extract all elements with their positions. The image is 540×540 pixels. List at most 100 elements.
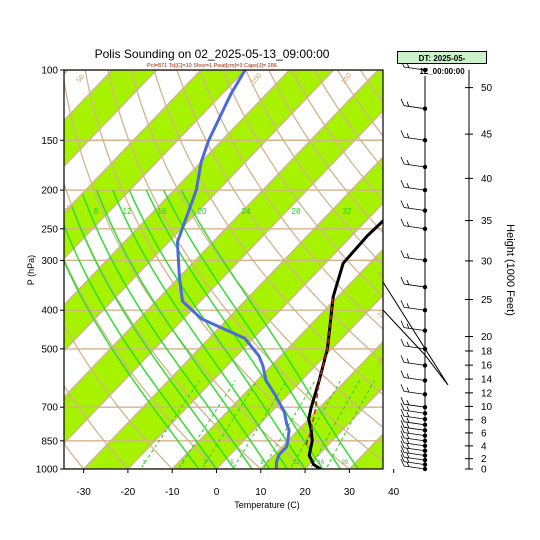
moist-adiabat-label: 16 <box>158 207 167 216</box>
wind-barb-flag <box>400 397 405 405</box>
dry-adiabat <box>153 70 383 396</box>
barb-dot <box>422 106 428 111</box>
height-tick-label: 30 <box>481 256 493 267</box>
moist-adiabat <box>112 189 289 469</box>
wind-barb-flag <box>400 458 405 467</box>
dry-adiabat-label: 30 <box>380 112 390 123</box>
wind-barb-flag <box>406 101 410 107</box>
wind-barb-flag <box>400 403 405 411</box>
x-tick-label: 40 <box>388 487 400 498</box>
wind-barb-icon <box>403 186 426 191</box>
wind-barb-flag <box>400 276 405 285</box>
moist-adiabat-label: 32 <box>343 207 352 216</box>
height-tick-label: 12 <box>481 388 493 399</box>
wind-barb-icon <box>403 437 426 442</box>
wind-barb-icon <box>403 432 426 437</box>
mixing-ratio-label: 1 <box>142 460 146 466</box>
y-tick-label: 300 <box>41 256 58 267</box>
moist-adiabats: 8 12 16 20 24 28 32 <box>64 189 359 469</box>
wind-barb-flag <box>406 452 410 459</box>
wind-barb-flag <box>400 218 405 226</box>
dry-adiabat <box>0 70 1 478</box>
wind-barb-flag <box>400 98 405 106</box>
isotherm-band <box>64 70 383 444</box>
isotherm-line <box>64 70 335 352</box>
wind-barb-icon <box>403 452 426 456</box>
isotherm-line <box>127 202 383 469</box>
dry-adiabat-label: 0 <box>377 271 385 279</box>
wind-barb-flag <box>400 200 405 208</box>
height-tick-label: 8 <box>481 415 487 426</box>
wind-barb-flag <box>406 433 410 439</box>
wind-barb-icon <box>403 66 426 71</box>
profile-parcel <box>305 296 334 446</box>
isotherm-line <box>260 340 383 469</box>
wind-barb-flag <box>406 400 410 406</box>
isotherm-line <box>64 70 158 168</box>
height-tick-label: 45 <box>481 130 493 141</box>
wind-barb-flag <box>400 179 405 188</box>
wind-barb-icon <box>403 345 426 350</box>
isotherm-line <box>64 70 379 399</box>
mixing-ratio-label: 16 <box>318 460 325 466</box>
dry-adiabat <box>64 323 174 469</box>
wind-barb-flag <box>406 461 410 468</box>
wind-barb-icon <box>403 362 426 366</box>
wind-barb-flag <box>406 417 410 423</box>
moist-adiabat <box>96 189 271 469</box>
x-axis-label: Temperature (C) <box>234 500 300 510</box>
moist-adiabat-label: 20 <box>198 207 207 216</box>
wind-barb-flag <box>406 182 410 189</box>
height-tick-label: 20 <box>481 332 493 343</box>
height-tick-label: 18 <box>481 346 493 357</box>
wind-barb-icon <box>403 377 426 381</box>
wind-barb-icon <box>403 456 426 461</box>
height-tick-label: 40 <box>481 174 493 185</box>
isotherm-line <box>394 70 540 469</box>
wind-barb-flag <box>406 448 410 454</box>
wind-barb-icon <box>403 163 426 168</box>
y-tick-label: 700 <box>41 403 58 414</box>
height-tick-label: 2 <box>481 454 487 465</box>
dry-adiabat-label: 20 <box>380 164 390 175</box>
wind-barb-flag <box>406 443 410 449</box>
wind-barb-flag <box>400 156 405 165</box>
dry-adiabat-label: 10 <box>64 394 74 405</box>
dry-adiabat <box>452 70 540 478</box>
height-tick-label: 6 <box>481 428 487 439</box>
x-tick-label: 20 <box>300 487 312 498</box>
wind-barb-flag <box>400 408 405 417</box>
y-tick-label: 400 <box>41 306 58 317</box>
isotherm-line <box>83 156 383 469</box>
moist-adiabat <box>180 189 359 469</box>
height-tick-label: 10 <box>481 402 493 413</box>
y-tick-label: 850 <box>41 436 58 447</box>
wind-barb-flag <box>400 384 405 392</box>
dry-adiabat <box>107 70 383 462</box>
dry-adiabat <box>406 70 540 478</box>
wind-barb-flag <box>406 428 410 434</box>
mixing-ratio-line <box>325 380 375 469</box>
moist-adiabat <box>64 222 218 469</box>
wind-barb-flag <box>400 445 405 453</box>
mixing-ratio-label: 2 <box>181 460 185 466</box>
wind-barb-flag <box>400 130 405 138</box>
dry-adiabat-label: -20 <box>375 357 387 369</box>
wind-barb-flag <box>406 279 410 286</box>
chart-subtitle: Pcl=871 Tcl[C]=10 Shox=1 Pwat[cm]=3 Cape… <box>147 63 277 69</box>
moist-adiabat-label: 8 <box>94 207 99 216</box>
valid-time-box: DT: 2025-05-12_00:00:00 <box>397 51 487 76</box>
wind-barb-flag <box>406 438 410 445</box>
height-tick-label: 25 <box>481 295 493 306</box>
wind-barb-flag <box>406 253 410 259</box>
wind-barb-flag <box>406 221 410 227</box>
x-tick-label: 30 <box>344 487 356 498</box>
wind-barb-flag <box>406 457 410 463</box>
moist-adiabat <box>64 259 200 469</box>
moist-adiabat-label: 12 <box>123 207 132 216</box>
dry-adiabat <box>245 70 383 266</box>
wind-barb-icon <box>403 306 426 311</box>
dry-adiabat-label: -10 <box>375 309 387 321</box>
